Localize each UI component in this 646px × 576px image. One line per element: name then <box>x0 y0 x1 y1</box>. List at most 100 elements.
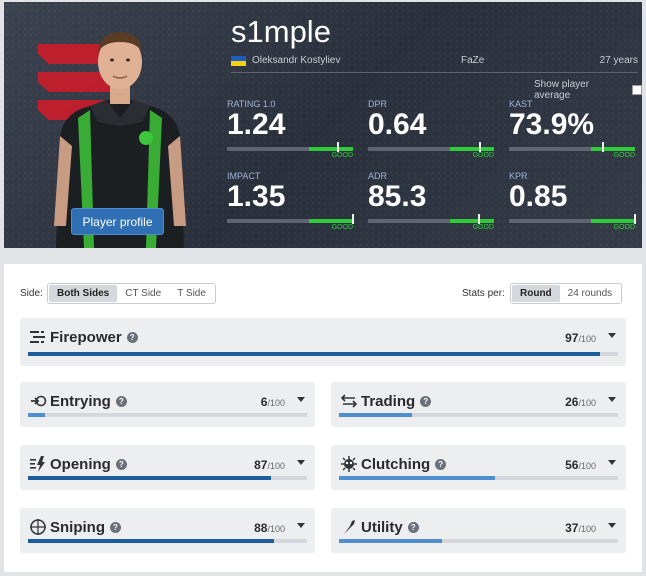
category-score-max: /100 <box>578 461 596 471</box>
expand-caret-icon[interactable] <box>608 397 616 402</box>
category-name: Clutching <box>361 456 431 473</box>
category-score-value: 87 <box>254 458 268 472</box>
category-score-max: /100 <box>578 334 596 344</box>
player-photo-area: Player profile <box>34 18 204 248</box>
player-info-row: Oleksandr Kostyliev FaZe 27 years <box>231 53 638 73</box>
category-title: Sniping? <box>50 519 121 536</box>
stat-meter-good-zone <box>308 147 353 151</box>
help-icon[interactable]: ? <box>115 396 127 407</box>
expand-caret-icon[interactable] <box>608 333 616 338</box>
category-score: 87/100 <box>254 458 285 472</box>
stat-meter: GOOD <box>368 214 494 231</box>
side-filter-label: Side: <box>20 288 43 299</box>
category-trading[interactable]: Trading? 26/100 <box>331 382 626 427</box>
category-name: Sniping <box>50 519 105 536</box>
category-clutching[interactable]: Clutching? 56/100 <box>331 445 626 490</box>
category-score: 26/100 <box>565 395 596 409</box>
side-option-t[interactable]: T Side <box>177 288 206 299</box>
stat-meter-good-zone <box>590 219 635 223</box>
category-entrying[interactable]: Entrying? 6/100 <box>20 382 315 427</box>
trading-icon <box>340 392 358 410</box>
side-option-both[interactable]: Both Sides <box>49 285 118 302</box>
stat-meter: GOOD <box>227 214 354 231</box>
category-score: 88/100 <box>254 521 285 535</box>
stat-label: ADR <box>368 171 388 181</box>
help-icon[interactable]: ? <box>420 396 432 407</box>
stat-meter-good-zone <box>308 219 353 223</box>
stat-label: IMPACT <box>227 171 261 181</box>
category-score-bar-fill <box>28 476 271 480</box>
clutching-icon <box>340 455 358 473</box>
category-score-bar <box>339 476 618 480</box>
help-icon[interactable]: ? <box>126 332 138 343</box>
stat-label: KPR <box>509 171 528 181</box>
category-sniping[interactable]: Sniping? 88/100 <box>20 508 315 553</box>
category-firepower[interactable]: Firepower? 97/100 <box>20 318 626 366</box>
stats-per-option-24-rounds[interactable]: 24 rounds <box>567 288 613 299</box>
player-profile-button[interactable]: Player profile <box>71 208 164 235</box>
player-full-name: Oleksandr Kostyliev <box>252 55 341 66</box>
category-score-bar-fill <box>28 352 601 356</box>
team-logo-chevron <box>38 72 114 92</box>
expand-caret-icon[interactable] <box>608 460 616 465</box>
stat-meter: GOOD <box>509 142 635 159</box>
category-title: Firepower? <box>50 329 138 346</box>
side-option-ct[interactable]: CT Side <box>125 288 162 299</box>
category-score-value: 56 <box>565 458 579 472</box>
stat-meter-good-zone <box>449 147 494 151</box>
help-icon[interactable]: ? <box>407 522 419 533</box>
expand-caret-icon[interactable] <box>297 523 305 528</box>
stat-rating-1-0: RATING 1.0 1.24 GOOD <box>227 99 353 159</box>
category-name: Opening <box>50 456 111 473</box>
category-score: 97/100 <box>565 331 596 345</box>
category-score-bar <box>339 413 618 417</box>
category-name: Entrying <box>50 393 111 410</box>
stat-meter: GOOD <box>227 142 353 159</box>
player-nickname: s1mple <box>231 14 331 49</box>
category-score-bar-fill <box>339 476 496 480</box>
category-score-max: /100 <box>267 524 285 534</box>
category-score-max: /100 <box>578 524 596 534</box>
category-score-bar <box>28 413 307 417</box>
category-score-value: 97 <box>565 331 579 345</box>
stat-meter-good-zone <box>590 147 635 151</box>
category-score-bar-fill <box>28 539 274 543</box>
stat-label: KAST <box>509 99 533 109</box>
stats-per-option-round[interactable]: Round <box>512 285 560 302</box>
stat-meter-marker <box>351 214 354 224</box>
stat-good-badge: GOOD <box>613 224 635 231</box>
stat-value: 85.3 <box>368 180 427 213</box>
stat-value: 1.35 <box>227 180 286 213</box>
help-icon[interactable]: ? <box>435 459 447 470</box>
stats-per-filter: Round 24 rounds <box>510 283 623 304</box>
category-utility[interactable]: Utility? 37/100 <box>331 508 626 553</box>
category-score: 6/100 <box>261 395 285 409</box>
player-team[interactable]: FaZe <box>461 55 485 66</box>
player-header: Player profile s1mple Oleksandr Kostylie… <box>4 2 642 248</box>
show-player-average-toggle[interactable]: Show player average <box>534 79 642 101</box>
stat-kast: KAST 73.9% GOOD <box>509 99 635 159</box>
player-age: 27 years <box>599 55 638 66</box>
stat-value: 1.24 <box>227 108 286 141</box>
stat-meter-marker <box>602 142 605 152</box>
category-score: 37/100 <box>565 521 596 535</box>
stat-dpr: DPR 0.64 GOOD <box>368 99 494 159</box>
stat-meter: GOOD <box>368 142 494 159</box>
help-icon[interactable]: ? <box>110 522 121 533</box>
expand-caret-icon[interactable] <box>297 397 305 402</box>
opening-icon <box>29 455 47 473</box>
ukraine-flag-icon <box>231 56 246 66</box>
stats-per-label: Stats per: <box>462 288 505 299</box>
stat-meter-good-zone <box>449 219 494 223</box>
stat-value: 73.9% <box>509 108 595 141</box>
expand-caret-icon[interactable] <box>297 460 305 465</box>
show-average-checkbox[interactable] <box>632 85 642 95</box>
category-opening[interactable]: Opening? 87/100 <box>20 445 315 490</box>
expand-caret-icon[interactable] <box>608 523 616 528</box>
help-icon[interactable]: ? <box>115 459 127 470</box>
category-score-bar <box>28 539 307 543</box>
stat-good-badge: GOOD <box>472 152 494 159</box>
show-average-label: Show player average <box>534 79 590 101</box>
stat-meter: GOOD <box>509 214 636 231</box>
stat-meter-marker <box>478 142 481 152</box>
